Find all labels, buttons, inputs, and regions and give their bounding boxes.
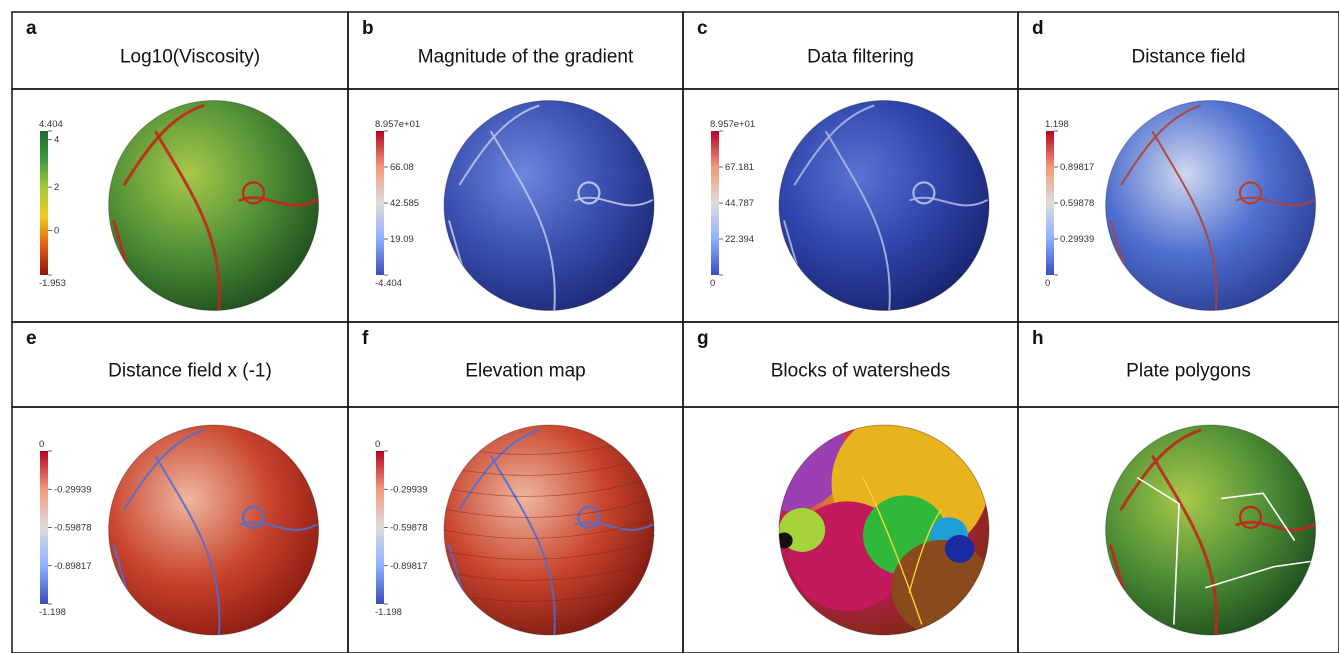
- sphere-body: [779, 100, 989, 311]
- colorbar-gradient: [40, 131, 48, 275]
- panel-b: b Magnitude of the gradient 8.957e+01 66.08…: [347, 11, 684, 323]
- panel-c: c Data filtering 8.957e+01 67.181 44.787 22.3…: [682, 11, 1019, 323]
- colorbar-tick-label: -0.59878: [390, 523, 428, 534]
- colorbar-tick-label: -1.198: [375, 607, 402, 618]
- colorbar-tick-label: 8.957e+01: [710, 119, 755, 130]
- colorbar-tick-label: -0.59878: [54, 523, 92, 534]
- sphere-render: [443, 100, 655, 311]
- colorbar-tick-label: -1.953: [39, 278, 66, 289]
- sphere-body: [1105, 425, 1316, 635]
- sphere-render: [1105, 424, 1317, 636]
- panel-letter: g: [697, 328, 709, 349]
- panel-letter: d: [1032, 18, 1044, 39]
- panel-letter: a: [26, 18, 37, 39]
- panel-title: Log10(Viscosity): [120, 47, 260, 68]
- panel-title: Blocks of watersheds: [771, 361, 951, 382]
- colorbar-gradient: [1046, 131, 1054, 275]
- colorbar-tick-label: 4: [54, 135, 59, 146]
- sphere-body: [444, 425, 654, 635]
- colorbar-tick-label: -0.29939: [54, 484, 92, 495]
- sphere-body: [108, 425, 319, 635]
- panel-letter: b: [362, 18, 374, 39]
- colorbar-tick-label: 2: [54, 182, 59, 193]
- colorbar: 8.957e+01 67.181 44.787 22.394 0: [710, 119, 755, 289]
- colorbar-tick-label: 42.585: [390, 198, 419, 209]
- sphere-render: [778, 424, 990, 636]
- sphere-render: [108, 424, 320, 636]
- colorbar-tick-label: 0: [710, 278, 715, 289]
- sphere-body: [1105, 100, 1316, 311]
- panel-title: Data filtering: [807, 47, 914, 68]
- colorbar: 0 -0.29939 -0.59878 -0.89817 -1.198: [375, 439, 428, 618]
- colorbar-tick-label: -0.89817: [54, 561, 92, 572]
- sphere-render: [443, 424, 655, 636]
- colorbar-tick-label: 67.181: [725, 162, 754, 173]
- colorbar-tick-label: 1.198: [1045, 119, 1069, 130]
- panel-letter: e: [26, 328, 37, 349]
- colorbar-tick-label: -1.198: [39, 607, 66, 618]
- colorbar: 4.404 4 2 0 -1.953: [39, 119, 66, 289]
- panel-h: h Plate polygons: [1017, 321, 1339, 653]
- colorbar-tick-label: 0: [39, 439, 44, 450]
- panel-title: Elevation map: [465, 361, 585, 382]
- panel-title: Plate polygons: [1126, 361, 1251, 382]
- panel-d: d Distance field 1.198 0.89817 0.59878 0.2993…: [1017, 11, 1339, 323]
- panel-g: g Blocks of watersheds: [682, 321, 1019, 653]
- panel-title: Distance field: [1131, 47, 1245, 68]
- panel-a: a Log10(Viscosity) 4.404 4 2 0 -1.953: [11, 11, 349, 323]
- colorbar: 1.198 0.89817 0.59878 0.29939 0: [1045, 119, 1094, 289]
- colorbar-tick-label: 0.29939: [1060, 234, 1094, 245]
- colorbar-gradient: [376, 131, 384, 275]
- colorbar-tick-label: -4.404: [375, 278, 402, 289]
- colorbar-tick-label: 0: [375, 439, 380, 450]
- colorbar-tick-label: 0.89817: [1060, 162, 1094, 173]
- sphere-body: [444, 100, 654, 311]
- panel-f: f Elevation map 0 -0.29939 -0.59878 -0.89817 -…: [347, 321, 684, 653]
- colorbar-tick-label: 66.08: [390, 162, 414, 173]
- colorbar-tick-label: 8.957e+01: [375, 119, 420, 130]
- sphere-body: [108, 100, 319, 311]
- colorbar-gradient: [376, 451, 384, 604]
- panel-letter: c: [697, 18, 708, 39]
- colorbar-gradient: [711, 131, 719, 275]
- panel-title: Magnitude of the gradient: [418, 47, 634, 68]
- colorbar-tick-label: -0.29939: [390, 484, 428, 495]
- colorbar-tick-label: 22.394: [725, 234, 754, 245]
- sphere-render: [108, 100, 320, 311]
- colorbar-gradient: [40, 451, 48, 604]
- colorbar-tick-label: 0: [54, 225, 59, 236]
- panel-letter: h: [1032, 328, 1044, 349]
- panel-title: Distance field x (-1): [108, 361, 272, 382]
- panel-body-box: [1017, 406, 1339, 653]
- sphere-render: [1105, 100, 1317, 311]
- colorbar: 8.957e+01 66.08 42.585 19.09 -4.404: [375, 119, 420, 289]
- colorbar-tick-label: 0.59878: [1060, 198, 1094, 209]
- colorbar: 0 -0.29939 -0.59878 -0.89817 -1.198: [39, 439, 92, 618]
- panel-e: e Distance field x (-1) 0 -0.29939 -0.59878 -…: [11, 321, 349, 653]
- sphere-render: [778, 100, 990, 311]
- colorbar-tick-label: 44.787: [725, 198, 754, 209]
- colorbar-tick-label: 0: [1045, 278, 1050, 289]
- panel-letter: f: [362, 328, 369, 349]
- colorbar-tick-label: 19.09: [390, 234, 414, 245]
- colorbar-tick-label: 4.404: [39, 119, 63, 130]
- colorbar-tick-label: -0.89817: [390, 561, 428, 572]
